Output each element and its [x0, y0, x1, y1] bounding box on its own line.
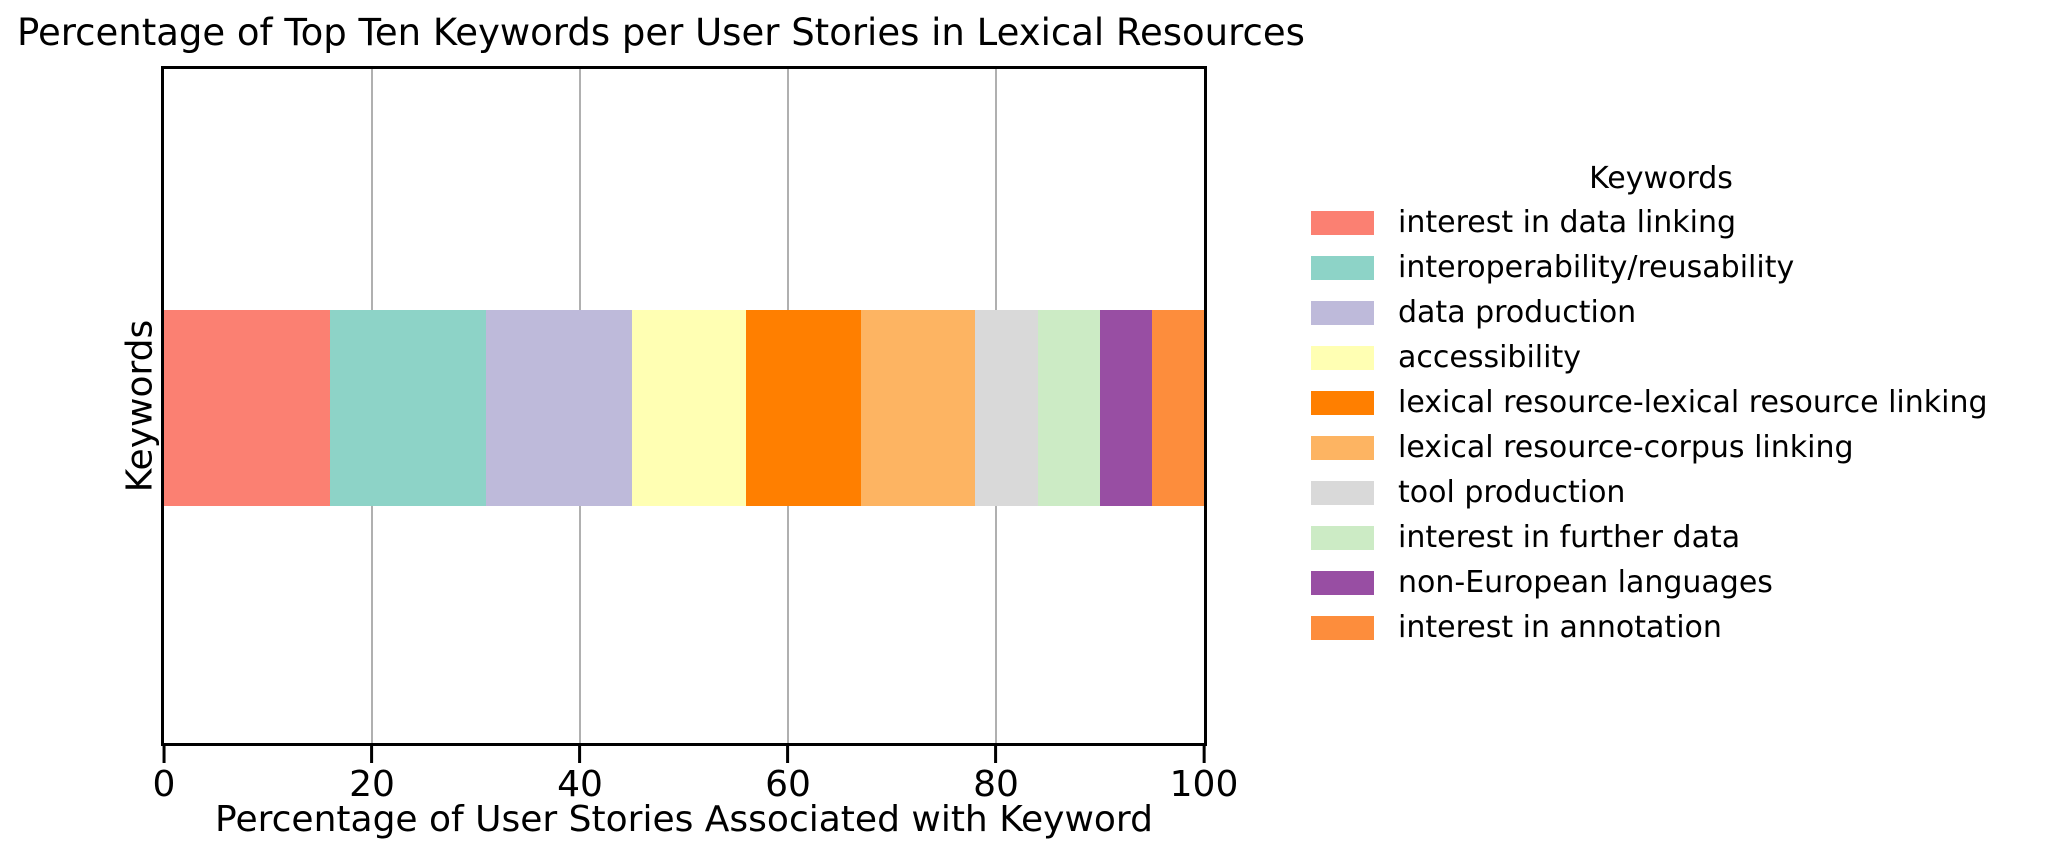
- x-tick-mark: [162, 745, 166, 763]
- legend-swatch-tool-production: [1311, 480, 1374, 505]
- x-tick-0: 0: [152, 745, 176, 805]
- x-tick-mark: [578, 745, 582, 763]
- legend-label-interest-in-data-linking: interest in data linking: [1398, 205, 1737, 240]
- stacked-bar: [164, 310, 1204, 506]
- x-tick-label: 0: [152, 764, 176, 805]
- legend-row-interoperability-reusability: interoperability/reusability: [1311, 245, 2011, 290]
- legend-label-interest-in-annotation: interest in annotation: [1398, 610, 1722, 645]
- x-tick-mark: [370, 745, 374, 763]
- bar-segment-data-production: [486, 310, 632, 506]
- legend-swatch-lexical-resource-corpus-linking: [1311, 435, 1374, 460]
- x-tick-label: 80: [973, 764, 1019, 805]
- x-tick-100: 100: [1169, 745, 1239, 805]
- legend-swatch-interest-in-annotation: [1311, 615, 1374, 640]
- x-tick-80: 80: [973, 745, 1019, 805]
- legend-row-non-european-languages: non-European languages: [1311, 560, 2011, 605]
- legend-label-non-european-languages: non-European languages: [1398, 565, 1773, 600]
- legend-label-interoperability-reusability: interoperability/reusability: [1398, 250, 1795, 285]
- x-tick-60: 60: [765, 745, 811, 805]
- x-tick-label: 60: [765, 764, 811, 805]
- x-axis-label: Percentage of User Stories Associated wi…: [215, 799, 1153, 840]
- bar-segment-interest-in-further-data: [1037, 310, 1100, 506]
- bar-segment-interest-in-data-linking: [164, 310, 331, 506]
- legend-swatch-interest-in-further-data: [1311, 525, 1374, 550]
- legend-label-lexical-resource-lexical-resource-linking: lexical resource-lexical resource linkin…: [1398, 385, 1988, 420]
- legend-row-interest-in-further-data: interest in further data: [1311, 515, 2011, 560]
- x-tick-20: 20: [349, 745, 395, 805]
- x-tick-label: 100: [1169, 764, 1239, 805]
- x-tick-40: 40: [557, 745, 603, 805]
- bar-segment-interoperability-reusability: [330, 310, 487, 506]
- legend-title: Keywords: [1589, 161, 1733, 196]
- legend-label-interest-in-further-data: interest in further data: [1398, 520, 1741, 555]
- legend-row-lexical-resource-lexical-resource-linking: lexical resource-lexical resource linkin…: [1311, 380, 2011, 425]
- chart-title: Percentage of Top Ten Keywords per User …: [17, 11, 1305, 54]
- legend-swatch-data-production: [1311, 300, 1374, 325]
- legend-swatch-interoperability-reusability: [1311, 255, 1374, 280]
- y-axis-label: Keywords: [119, 319, 161, 493]
- legend-label-data-production: data production: [1398, 295, 1637, 330]
- bar-segment-accessibility: [631, 310, 747, 506]
- legend-label-lexical-resource-corpus-linking: lexical resource-corpus linking: [1398, 430, 1854, 465]
- legend-items: interest in data linking interoperability…: [1311, 200, 2011, 650]
- legend-row-tool-production: tool production: [1311, 470, 2011, 515]
- legend-row-interest-in-annotation: interest in annotation: [1311, 605, 2011, 650]
- legend: Keywords interest in data linking interop…: [1311, 158, 2011, 650]
- legend-swatch-non-european-languages: [1311, 570, 1374, 595]
- legend-swatch-lexical-resource-lexical-resource-linking: [1311, 390, 1374, 415]
- legend-label-accessibility: accessibility: [1398, 340, 1581, 375]
- legend-swatch-accessibility: [1311, 345, 1374, 370]
- x-tick-label: 40: [557, 764, 603, 805]
- bar-segment-lexical-resource-lexical-resource-linking: [746, 310, 861, 506]
- legend-swatch-interest-in-data-linking: [1311, 210, 1374, 235]
- legend-row-accessibility: accessibility: [1311, 335, 2011, 380]
- x-tick-mark: [1202, 745, 1206, 763]
- legend-row-interest-in-data-linking: interest in data linking: [1311, 200, 2011, 245]
- legend-label-tool-production: tool production: [1398, 475, 1626, 510]
- x-tick-label: 20: [349, 764, 395, 805]
- bar-segment-lexical-resource-corpus-linking: [860, 310, 976, 506]
- legend-row-data-production: data production: [1311, 290, 2011, 335]
- x-tick-mark: [786, 745, 790, 763]
- bar-segment-tool-production: [975, 310, 1038, 506]
- x-tick-mark: [994, 745, 998, 763]
- bar-segment-non-european-languages: [1099, 310, 1152, 506]
- bar-segment-interest-in-annotation: [1151, 310, 1204, 506]
- legend-row-lexical-resource-corpus-linking: lexical resource-corpus linking: [1311, 425, 2011, 470]
- plot-area: [161, 66, 1207, 746]
